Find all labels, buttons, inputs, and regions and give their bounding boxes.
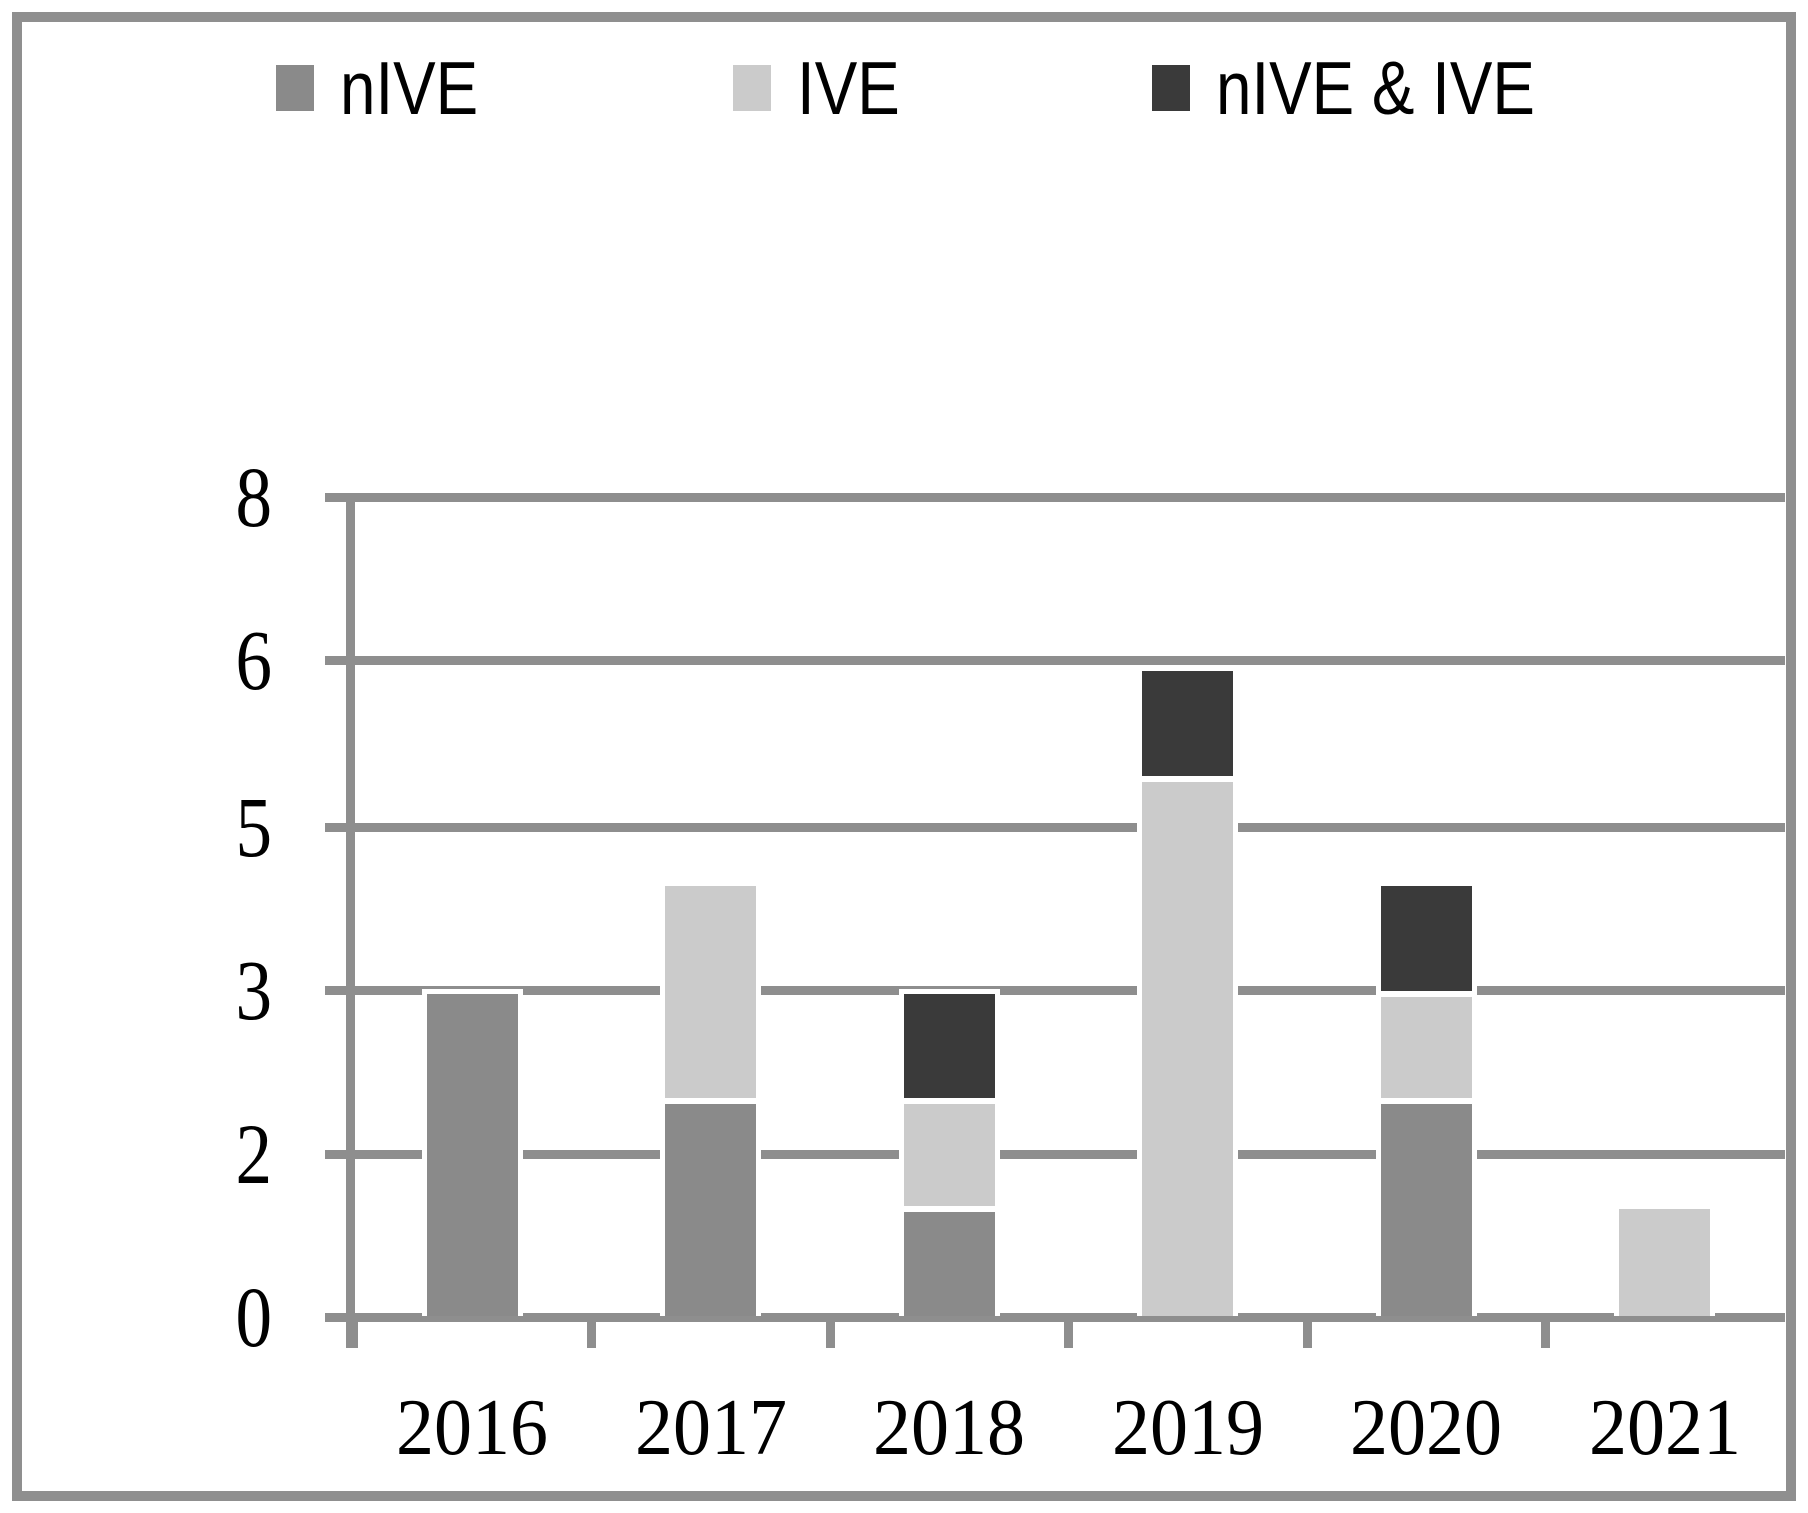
y-tick-label: 3 bbox=[52, 945, 272, 1035]
bar-segment-nive bbox=[665, 1101, 757, 1316]
x-axis-tick bbox=[348, 1316, 358, 1348]
y-tick-label: 8 bbox=[52, 452, 272, 542]
y-tick-label-text: 3 bbox=[235, 942, 272, 1038]
x-axis-line bbox=[325, 1312, 1785, 1322]
bar-segment-nive bbox=[903, 1208, 995, 1316]
bar-segment-nive-ive bbox=[1142, 671, 1234, 779]
bar-segment-separator bbox=[898, 1098, 1000, 1104]
x-category-label-text: 2021 bbox=[1588, 1384, 1741, 1472]
x-category-label: 2018 bbox=[829, 1386, 1069, 1470]
x-category-label-text: 2016 bbox=[396, 1384, 549, 1472]
y-tick-label-text: 8 bbox=[235, 449, 272, 545]
grid-line bbox=[325, 822, 1785, 832]
x-category-label: 2020 bbox=[1306, 1386, 1546, 1470]
grid-line bbox=[325, 1149, 1785, 1159]
bar-segment-separator bbox=[1375, 1098, 1477, 1104]
bar-segment-separator bbox=[898, 1205, 1000, 1212]
x-category-label: 2017 bbox=[591, 1386, 831, 1470]
grid-line bbox=[325, 985, 1785, 995]
x-axis-tick bbox=[587, 1316, 596, 1348]
y-tick-label-text: 5 bbox=[235, 779, 272, 875]
y-tick-label: 0 bbox=[52, 1272, 272, 1362]
y-tick-label: 6 bbox=[52, 615, 272, 705]
bar-segment-nive bbox=[1380, 1101, 1472, 1316]
bar-segment-separator bbox=[1375, 990, 1477, 997]
legend-entry-nive-and-ive: nIVE & IVE bbox=[1152, 46, 1591, 130]
bar-segment-ive bbox=[1619, 1208, 1711, 1316]
bar-segment-ive bbox=[1142, 778, 1234, 1316]
bar-segment-separator bbox=[660, 1098, 762, 1104]
figure-border-frame bbox=[12, 12, 1796, 1501]
bar-segment-ive bbox=[903, 1101, 995, 1209]
bar-segment-nive bbox=[426, 993, 518, 1316]
bar-segment-ive bbox=[665, 886, 757, 1101]
x-category-label-text: 2020 bbox=[1350, 1384, 1503, 1472]
x-category-label-text: 2017 bbox=[634, 1384, 787, 1472]
x-axis-tick bbox=[1302, 1316, 1312, 1348]
legend-label-nive: nIVE bbox=[340, 46, 479, 130]
legend-swatch-nive bbox=[276, 65, 314, 111]
x-category-label: 2021 bbox=[1545, 1386, 1785, 1470]
legend-label-nive-and-ive: nIVE & IVE bbox=[1216, 46, 1535, 130]
bar-segment-nive-ive bbox=[1380, 886, 1472, 994]
grid-line bbox=[325, 492, 1785, 502]
x-category-label: 2019 bbox=[1068, 1386, 1308, 1470]
y-tick-label-text: 2 bbox=[235, 1106, 272, 1202]
x-category-label-text: 2019 bbox=[1111, 1384, 1264, 1472]
x-axis-tick bbox=[1541, 1316, 1550, 1348]
legend-label-ive: IVE bbox=[797, 46, 900, 130]
legend-swatch-nive-and-ive bbox=[1152, 65, 1190, 111]
bar-segment-separator bbox=[1137, 775, 1239, 782]
bar-segment-ive bbox=[1380, 993, 1472, 1101]
bar-segment-nive-ive bbox=[903, 993, 995, 1101]
y-tick-label: 5 bbox=[52, 782, 272, 872]
x-category-label: 2016 bbox=[352, 1386, 592, 1470]
grid-line bbox=[325, 655, 1785, 665]
y-axis-line bbox=[345, 493, 355, 1348]
y-tick-label-text: 6 bbox=[235, 612, 272, 708]
x-axis-tick bbox=[1064, 1316, 1073, 1348]
y-tick-label: 2 bbox=[52, 1109, 272, 1199]
y-tick-label-text: 0 bbox=[235, 1269, 272, 1365]
legend-swatch-ive bbox=[733, 65, 771, 111]
x-axis-tick bbox=[825, 1316, 835, 1348]
x-category-label-text: 2018 bbox=[873, 1384, 1026, 1472]
legend-entry-ive: IVE bbox=[733, 46, 918, 130]
legend-entry-nive: nIVE bbox=[276, 46, 503, 130]
